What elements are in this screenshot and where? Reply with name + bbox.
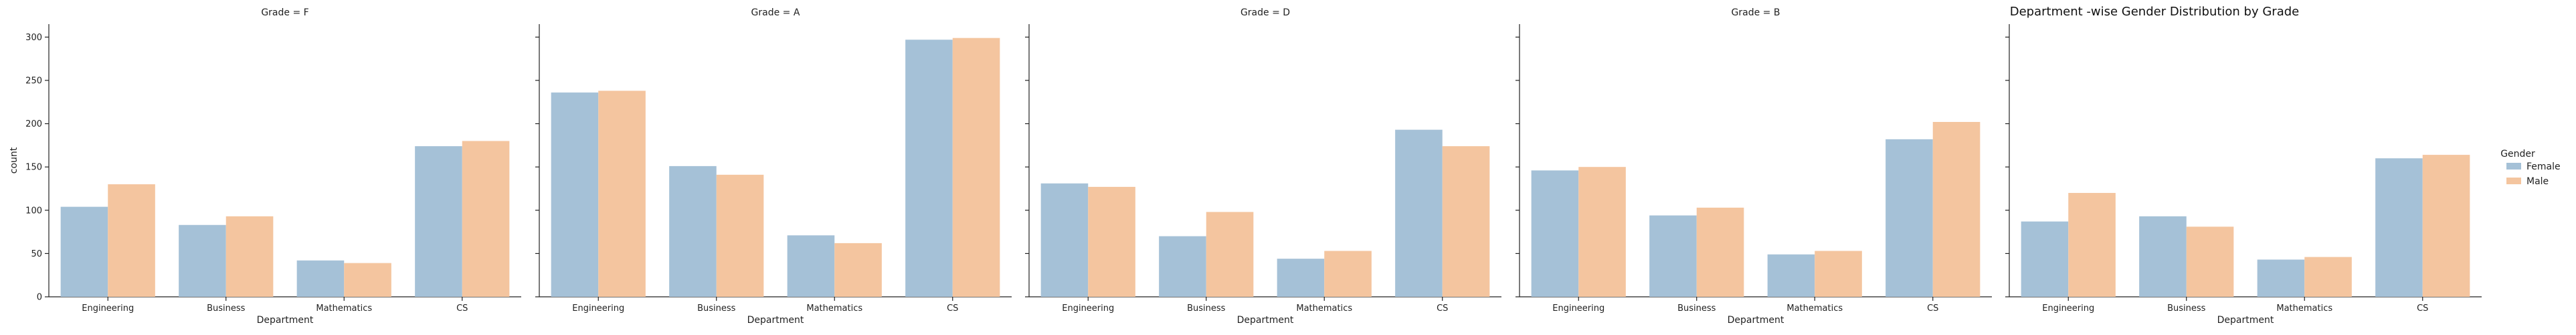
- x-tick-label: Mathematics: [1296, 304, 1352, 314]
- bar-male-mathematics: [2304, 257, 2352, 297]
- bar-female-engineering: [551, 92, 599, 297]
- x-tick-label: CS: [947, 304, 958, 314]
- bar-female-engineering: [1531, 170, 1579, 297]
- x-tick-label: Business: [207, 304, 246, 314]
- bar-male-mathematics: [1815, 251, 1862, 297]
- bar-male-engineering: [598, 90, 646, 297]
- x-tick-label: Mathematics: [316, 304, 372, 314]
- facet-panels: Grade = F 0 50 100 150 200 250 300 Engineering Bu…: [9, 7, 2482, 326]
- bar-female-business: [179, 224, 226, 297]
- y-tick-label: 50: [31, 249, 42, 259]
- bar-female-cs: [1885, 139, 1933, 297]
- x-tick-label: Mathematics: [806, 304, 862, 314]
- bar-female-mathematics: [1277, 259, 1325, 297]
- x-tick-label: Engineering: [2042, 304, 2094, 314]
- panel-title: Grade = F: [261, 7, 308, 18]
- legend-swatch-male: [2506, 178, 2521, 184]
- bar-female-business: [1159, 236, 1206, 297]
- facet-panel: Grade = D Engineering Business Mathematics C…: [1025, 7, 1501, 326]
- bar-male-cs: [952, 38, 1000, 297]
- bar-female-mathematics: [1767, 254, 1815, 297]
- x-tick-label: CS: [456, 304, 468, 314]
- x-tick-label: Engineering: [1552, 304, 1604, 314]
- bar-female-mathematics: [296, 260, 345, 297]
- bar-female-engineering: [60, 206, 108, 297]
- x-tick-label: Business: [2167, 304, 2206, 314]
- bar-female-engineering: [2021, 221, 2069, 297]
- bar-male-cs: [1442, 146, 1490, 297]
- bar-female-business: [2139, 216, 2187, 297]
- bar-male-mathematics: [834, 243, 882, 297]
- bar-male-cs: [1932, 122, 1981, 297]
- bar-female-cs: [905, 40, 953, 297]
- bar-female-engineering: [1040, 183, 1089, 297]
- legend: Gender Female Male: [2500, 149, 2560, 187]
- x-tick-label: Business: [1677, 304, 1716, 314]
- x-axis-label: Department: [1728, 315, 1784, 326]
- facet-panel: Grade = A Engineering Business Mathematics C…: [535, 7, 1012, 326]
- facet-panel: Engineering Business Mathematics CS Departme…: [2005, 24, 2482, 326]
- panel-title: Grade = B: [1732, 7, 1780, 18]
- x-tick-label: Business: [1187, 304, 1226, 314]
- bar-female-cs: [1395, 129, 1443, 297]
- y-tick-label: 300: [25, 33, 42, 43]
- facet-panel: Grade = F 0 50 100 150 200 250 300 Engineering Bu…: [9, 7, 521, 326]
- x-axis-label: Department: [747, 315, 804, 326]
- x-tick-label: Engineering: [572, 304, 624, 314]
- bar-male-cs: [2422, 155, 2470, 297]
- y-tick-label: 0: [37, 293, 42, 303]
- bar-male-business: [1696, 207, 1744, 297]
- panel-title: Grade = A: [751, 7, 800, 18]
- bar-female-cs: [415, 146, 462, 297]
- bar-female-mathematics: [2257, 259, 2305, 297]
- x-tick-label: Business: [697, 304, 736, 314]
- bar-male-engineering: [1578, 167, 1626, 297]
- y-tick-label: 200: [25, 119, 42, 129]
- x-tick-label: Engineering: [82, 304, 134, 314]
- x-tick-label: CS: [1927, 304, 1938, 314]
- bar-male-business: [2186, 226, 2234, 297]
- y-tick-label: 100: [25, 206, 42, 216]
- legend-title: Gender: [2500, 149, 2535, 159]
- bar-male-business: [716, 174, 764, 297]
- x-axis-label: Department: [257, 315, 314, 326]
- bar-male-engineering: [1088, 186, 1135, 297]
- legend-swatch-female: [2506, 163, 2521, 170]
- x-tick-label: Mathematics: [2276, 304, 2332, 314]
- bar-female-cs: [2375, 158, 2423, 297]
- bar-female-mathematics: [787, 235, 835, 297]
- bar-female-business: [1649, 215, 1697, 297]
- x-axis-label: Department: [2217, 315, 2274, 326]
- bar-male-engineering: [2068, 192, 2116, 297]
- bar-male-mathematics: [344, 263, 391, 297]
- bar-male-mathematics: [1324, 251, 1372, 297]
- x-tick-label: Engineering: [1062, 304, 1114, 314]
- figure-title: Department -wise Gender Distribution by …: [2010, 5, 2300, 19]
- x-axis-label: Department: [1237, 315, 1294, 326]
- panel-title: Grade = D: [1240, 7, 1290, 18]
- x-tick-label: CS: [2417, 304, 2428, 314]
- bar-male-business: [225, 216, 274, 297]
- y-tick-label: 150: [25, 163, 42, 173]
- legend-label-male: Male: [2526, 176, 2549, 187]
- y-axis-label: count: [9, 147, 19, 174]
- facet-panel: Grade = B Engineering Business Mathematics C…: [1515, 7, 1992, 326]
- bar-male-cs: [462, 141, 510, 297]
- legend-label-female: Female: [2526, 161, 2561, 172]
- y-tick-label: 250: [25, 76, 42, 86]
- bar-female-business: [669, 165, 717, 297]
- bar-male-engineering: [108, 184, 155, 297]
- bar-male-business: [1206, 212, 1254, 297]
- x-tick-label: CS: [1437, 304, 1448, 314]
- x-tick-label: Mathematics: [1786, 304, 1843, 314]
